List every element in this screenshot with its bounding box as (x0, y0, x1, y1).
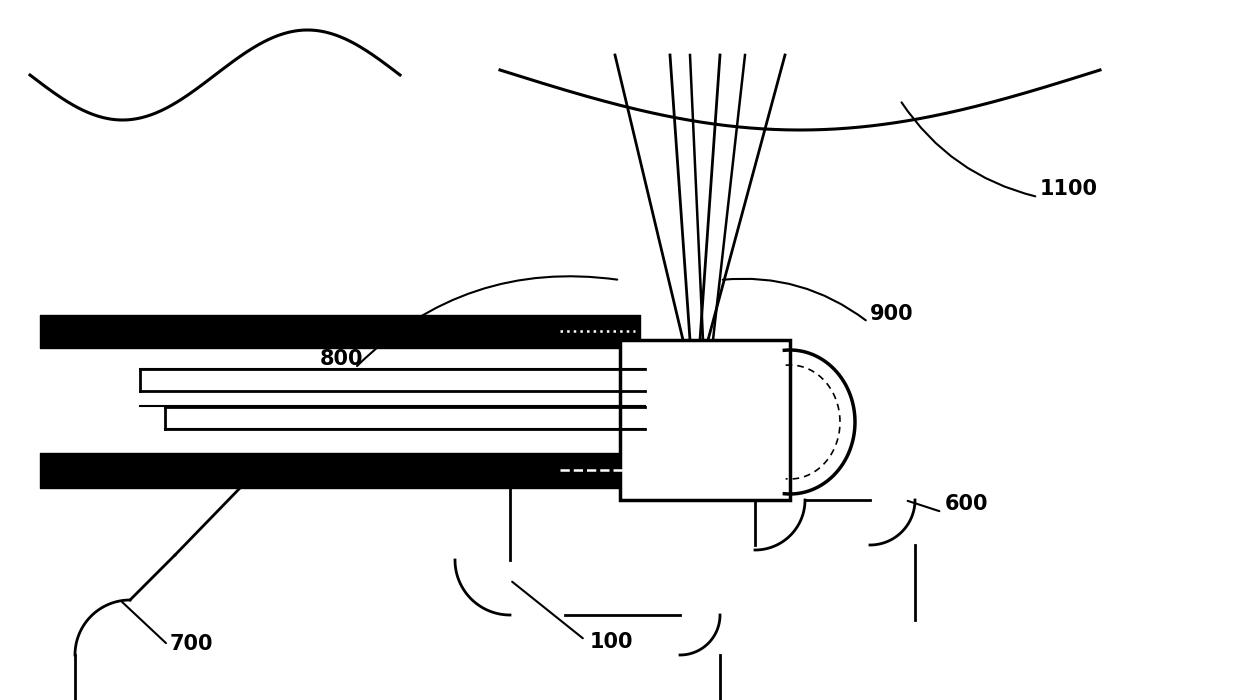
Text: 1100: 1100 (1040, 179, 1097, 199)
Text: 100: 100 (590, 632, 634, 652)
Text: 700: 700 (170, 634, 213, 654)
Text: 800: 800 (320, 349, 363, 369)
Bar (620, 340, 790, 500)
Text: 600: 600 (945, 494, 988, 514)
Text: 900: 900 (870, 304, 914, 324)
